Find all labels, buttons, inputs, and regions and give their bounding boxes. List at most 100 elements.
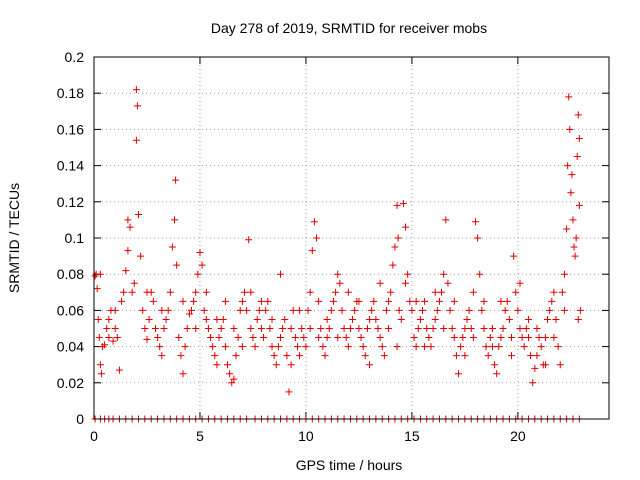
data-point: [315, 334, 323, 342]
data-point: [103, 325, 111, 332]
data-point: [118, 297, 126, 305]
data-point: [139, 306, 147, 314]
grid-lines: [94, 57, 609, 419]
data-point: [179, 370, 187, 378]
data-point: [387, 288, 395, 296]
data-point: [245, 236, 253, 244]
data-point: [446, 306, 454, 314]
data-point: [520, 343, 528, 351]
data-point: [560, 306, 568, 314]
data-point: [575, 134, 583, 142]
data-point: [151, 325, 159, 332]
data-point: [93, 285, 101, 293]
data-point: [546, 306, 554, 314]
data-point: [224, 361, 232, 369]
data-point: [249, 334, 257, 342]
data-point: [264, 297, 272, 305]
data-point: [399, 200, 407, 208]
data-point: [366, 315, 374, 323]
data-point: [567, 189, 575, 197]
data-point: [574, 111, 582, 119]
data-point: [213, 361, 221, 369]
data-point: [450, 297, 458, 305]
data-point: [574, 315, 582, 323]
data-point: [238, 297, 246, 305]
data-point: [289, 306, 297, 314]
data-point: [465, 306, 473, 314]
data-point: [425, 334, 433, 342]
data-point: [421, 297, 429, 305]
data-point: [268, 343, 276, 351]
data-point: [488, 343, 496, 351]
data-point: [166, 288, 174, 296]
data-point: [133, 102, 141, 110]
data-point: [558, 288, 566, 296]
data-point: [368, 306, 376, 314]
data-point: [370, 297, 378, 305]
data-point: [355, 297, 363, 305]
data-point: [440, 270, 448, 278]
data-point: [533, 325, 541, 332]
data-point: [510, 252, 518, 260]
data-point: [541, 361, 549, 369]
data-point: [429, 325, 437, 332]
data-point: [101, 341, 109, 349]
data-point: [556, 361, 564, 369]
data-point: [329, 297, 337, 305]
data-point: [344, 288, 352, 296]
data-point: [442, 216, 450, 224]
data-point: [270, 352, 278, 360]
data-point: [527, 352, 535, 360]
data-point: [177, 352, 185, 360]
data-point: [548, 297, 556, 305]
data-point: [202, 288, 210, 296]
data-point: [452, 352, 460, 360]
data-point: [565, 93, 573, 101]
data-point: [366, 361, 374, 369]
data-point: [408, 306, 416, 314]
data-point: [228, 379, 236, 387]
data-point: [342, 334, 350, 342]
y-tick-label: 0.06: [57, 302, 84, 318]
data-point: [469, 288, 477, 296]
data-point: [459, 334, 467, 342]
data-point: [202, 315, 210, 323]
data-point: [404, 270, 412, 278]
data-point: [109, 337, 117, 345]
data-point: [293, 343, 301, 351]
data-point: [281, 315, 289, 323]
data-point: [372, 315, 380, 323]
data-point: [414, 325, 422, 332]
data-point: [158, 306, 166, 314]
data-point: [431, 288, 439, 296]
data-point: [550, 334, 558, 342]
data-point: [287, 361, 295, 369]
data-point: [563, 225, 571, 233]
data-point: [315, 297, 323, 305]
chart-title: Day 278 of 2019, SRMTID for receiver mob…: [211, 20, 487, 36]
data-point: [480, 325, 488, 332]
data-point: [308, 247, 316, 255]
data-point: [298, 325, 306, 332]
data-point: [402, 279, 410, 287]
data-point: [132, 136, 140, 144]
data-point: [495, 343, 503, 351]
data-point: [122, 267, 130, 275]
x-tick-label: 15: [404, 428, 420, 444]
data-point: [279, 325, 287, 332]
data-point: [240, 288, 248, 296]
data-point: [482, 343, 490, 351]
data-point: [376, 279, 384, 287]
data-point: [185, 310, 193, 318]
data-point: [501, 306, 509, 314]
data-point: [183, 325, 191, 332]
data-point: [359, 343, 367, 351]
data-point: [499, 325, 507, 332]
data-point: [94, 315, 102, 323]
data-point: [395, 306, 403, 314]
data-point: [480, 297, 488, 305]
data-point: [154, 334, 162, 342]
data-point: [135, 210, 143, 218]
data-point: [192, 288, 200, 296]
y-tick-label: 0.2: [65, 49, 85, 65]
